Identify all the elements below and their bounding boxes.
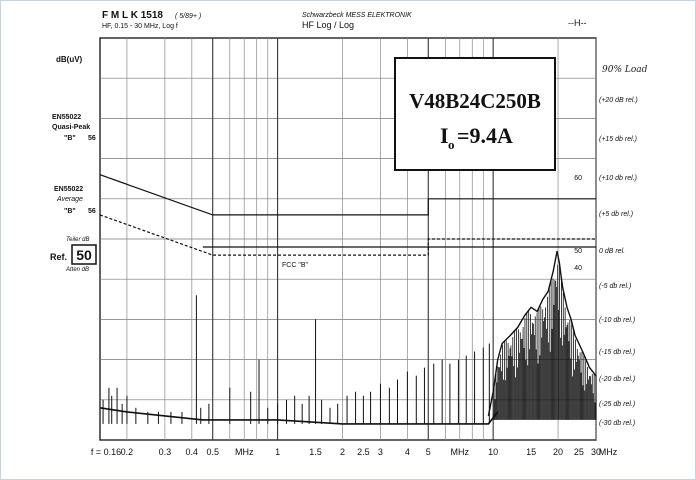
title-box: V48B24C250B I o =9.4A [394,57,556,171]
x-tick-label: 0.4 [186,447,199,457]
manufacturer: Schwarzbeck MESS ELEKTRONIK [302,12,412,19]
right-scale-label: (-20 db rel.) [599,376,635,383]
avg-label-line-2: Average [56,196,83,203]
x-tick-label: 0.2 [121,447,134,457]
x-tick-label: 1.5 [309,447,322,457]
handwritten-note: 90% Load [602,65,648,75]
spectrum-envelope-trace [487,250,597,417]
instrument-title: F M L K 1518 [102,10,163,21]
right-scale-label: (-15 db rel.) [599,349,635,356]
corner-label: --H-- [568,18,587,28]
ref-level: Teiler dB Ref. 50 Atten dB [50,237,97,273]
right-scale-label: (-10 db rel.) [599,317,635,324]
limit-line-0 [99,174,596,216]
frequency-range: HF, 0.15 - 30 MHz, Log f [102,23,178,30]
part-number: V48B24C250B [409,89,541,113]
qp-label-line-2: Quasi-Peak [52,124,90,131]
right-marker-label: 60 [574,175,582,182]
right-scale-label: (+10 db rel.) [599,175,637,182]
right-marker-label: 40 [574,265,582,272]
x-unit-label: MHz [451,447,470,457]
current-subscript: o [448,137,455,152]
title-box-border [394,57,556,171]
x-unit-label: MHz [235,447,254,457]
x-tick-label: 20 [553,447,563,457]
x-tick-label: 10 [488,447,498,457]
right-scale-label: (-5 db rel.) [599,283,631,290]
ref-value: 50 [76,247,92,263]
right-marker-label: 50 [574,248,582,255]
x-tick-label: f = 0.16 [91,447,121,457]
right-scale-label: (+5 db rel.) [599,211,633,218]
spectrum-floor-trace [99,407,499,425]
qp-label-line-3: "B" [64,135,76,142]
avg-label-line-1: EN55022 [54,186,83,193]
qp-limit-label: EN55022 Quasi-Peak "B" 56 [52,114,96,142]
x-tick-label: 0.5 [206,447,219,457]
right-scale-label: (+20 dB rel.) [599,97,638,104]
ref-bottom-label: Atten dB [65,267,89,273]
x-tick-label: 2.5 [357,447,370,457]
x-tick-label: 2 [340,447,345,457]
x-tick-label: 3 [378,447,383,457]
fcc-limit-label: FCC "B" [282,262,308,269]
qp-limit-value: 56 [88,135,96,142]
right-scale-label: (+15 db rel.) [599,136,637,143]
ref-label: Ref. [50,252,67,262]
x-tick-label: 1 [275,447,280,457]
right-scale-label: (-30 db rel.) [599,420,635,427]
scale-mode: HF Log / Log [302,20,354,30]
avg-limit-label: EN55022 Average "B" 56 [54,186,96,215]
right-scale-label: (-25 db rel.) [599,401,635,408]
x-tick-label: 30 [591,447,601,457]
current-prefix: I [440,123,449,148]
instrument-note: ( 5/89+ ) [175,13,201,20]
ref-top-label: Teiler dB [66,237,89,243]
y-axis-label: dB(uV) [56,55,83,64]
avg-label-line-3: "B" [64,208,76,215]
qp-label-line-1: EN55022 [52,114,81,121]
avg-limit-value: 56 [88,208,96,215]
x-tick-label: 25 [574,447,584,457]
limit-line-1 [99,214,596,256]
x-tick-label: 4 [405,447,410,457]
right-scale-label: 0 dB rel. [599,248,625,255]
current-value: =9.4A [457,123,513,148]
x-unit-label: MHz [599,447,618,457]
x-tick-label: 0.3 [159,447,172,457]
x-tick-label: 15 [526,447,536,457]
x-tick-label: 5 [426,447,431,457]
ref-value-box [71,244,97,265]
